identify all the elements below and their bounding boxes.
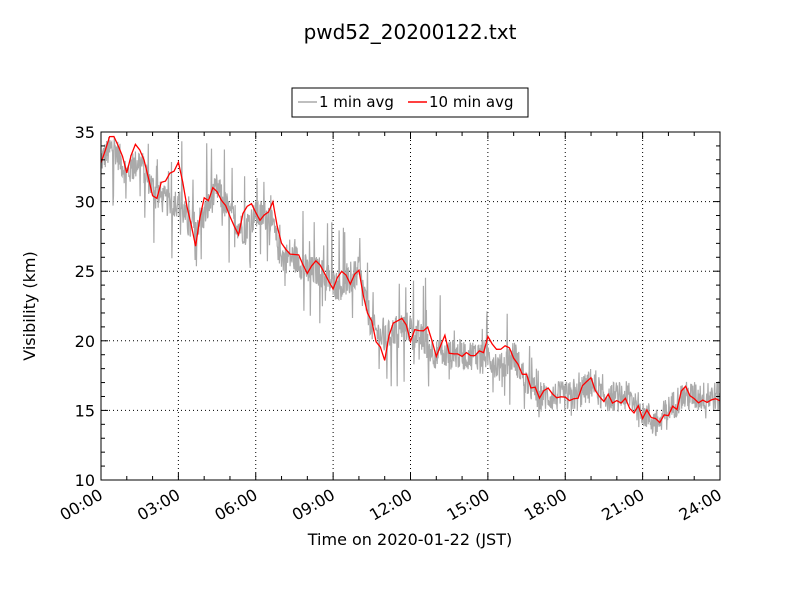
x-tick-label: 09:00 [289,485,338,525]
y-tick-label: 30 [75,193,95,212]
grid-lines [101,132,720,480]
x-tick-label: 03:00 [134,485,183,525]
y-axis-label: Visibility (km) [20,251,39,360]
series-line-1-min-avg [101,136,720,437]
x-tick-label: 21:00 [598,485,647,525]
x-tick-label: 15:00 [443,485,492,525]
legend: 1 min avg 10 min avg [291,87,529,118]
y-tick-label: 20 [75,332,95,351]
chart-title: pwd52_20200122.txt [304,20,517,44]
x-tick-label: 00:00 [57,485,106,525]
y-tick-label: 10 [75,471,95,490]
x-tick-label: 24:00 [676,485,725,525]
series-line-10-min-avg [101,135,720,424]
y-tick-label: 15 [75,401,95,420]
y-tick-label: 25 [75,262,95,281]
x-tick-label: 06:00 [211,485,260,525]
y-tick-label: 35 [75,123,95,142]
x-axis-label: Time on 2020-01-22 (JST) [307,530,512,549]
x-tick-label: 12:00 [366,485,415,525]
plot-series [101,135,720,437]
legend-label-1-min-avg: 1 min avg [319,93,394,111]
x-tick-label: 18:00 [521,485,570,525]
legend-label-10-min-avg: 10 min avg [429,93,514,111]
